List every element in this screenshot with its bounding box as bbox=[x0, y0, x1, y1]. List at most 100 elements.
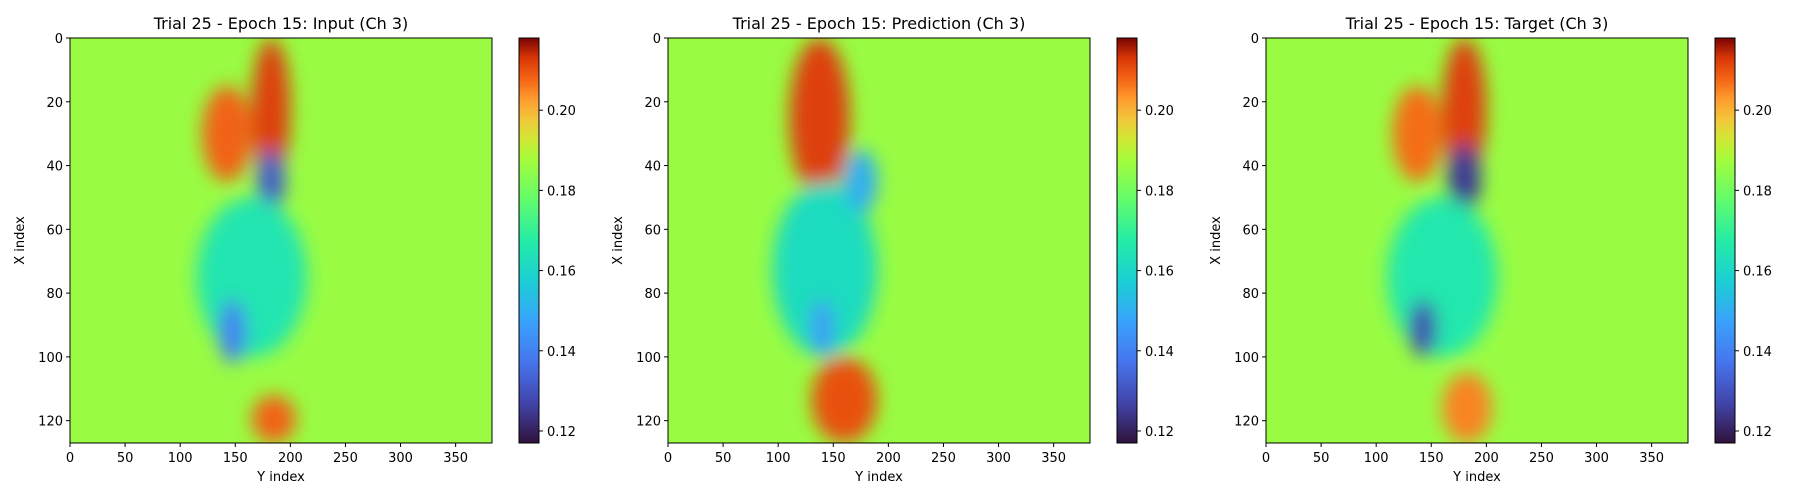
heatmap-feature-1 bbox=[1392, 85, 1443, 182]
x-tick-label: 200 bbox=[876, 451, 901, 466]
plot-frame bbox=[667, 37, 1091, 444]
x-tick-label: 50 bbox=[117, 451, 134, 466]
plot-frame bbox=[1265, 37, 1689, 444]
colorbar-tick-label: 0.12 bbox=[1743, 425, 1772, 440]
y-tick-label: 100 bbox=[38, 351, 63, 366]
colorbar-tick-label: 0.16 bbox=[1145, 265, 1174, 280]
y-tick-label: 0 bbox=[55, 32, 63, 47]
y-tick-label: 0 bbox=[653, 32, 661, 47]
chart-title: Trial 25 - Epoch 15: Target (Ch 3) bbox=[1345, 14, 1609, 33]
heatmap-feature-4 bbox=[1409, 299, 1437, 357]
y-tick-label: 40 bbox=[1242, 160, 1259, 175]
heatmap-feature-3 bbox=[1387, 197, 1498, 357]
y-tick-label: 120 bbox=[1234, 415, 1259, 430]
x-tick-label: 250 bbox=[1529, 451, 1554, 466]
colorbar-tick-label: 0.12 bbox=[1145, 425, 1174, 440]
heatmap-feature-4 bbox=[218, 299, 247, 364]
colorbar-tick-label: 0.20 bbox=[1145, 104, 1174, 119]
heatmap-feature-0 bbox=[789, 38, 850, 198]
x-tick-label: 350 bbox=[1041, 451, 1066, 466]
y-axis-label: X index bbox=[13, 216, 28, 265]
heatmap-feature-3 bbox=[196, 197, 307, 357]
heatmap-background bbox=[668, 38, 1090, 443]
chart-title: Trial 25 - Epoch 15: Input (Ch 3) bbox=[153, 14, 409, 33]
colorbar-tick-label: 0.20 bbox=[547, 104, 576, 119]
y-tick-label: 100 bbox=[636, 351, 661, 366]
x-tick-label: 200 bbox=[278, 451, 303, 466]
heatmap-feature-2 bbox=[772, 181, 878, 357]
x-tick-label: 150 bbox=[223, 451, 248, 466]
colorbar-tick-label: 0.14 bbox=[1743, 345, 1772, 360]
heatmap-feature-2 bbox=[1447, 143, 1481, 214]
x-axis-label: Y index bbox=[1452, 470, 1501, 485]
x-tick-label: 150 bbox=[821, 451, 846, 466]
heatmap-feature-3 bbox=[844, 149, 878, 214]
x-tick-label: 0 bbox=[66, 451, 74, 466]
x-tick-label: 50 bbox=[715, 451, 732, 466]
heatmap-field bbox=[668, 38, 1090, 443]
y-tick-label: 20 bbox=[1242, 96, 1259, 111]
plot-frame bbox=[69, 37, 493, 444]
heatmap-feature-5 bbox=[1442, 372, 1492, 443]
colorbar-tick-label: 0.20 bbox=[1743, 104, 1772, 119]
y-tick-label: 60 bbox=[644, 223, 661, 238]
colorbar-tick-label: 0.16 bbox=[1743, 265, 1772, 280]
y-tick-label: 20 bbox=[644, 96, 661, 111]
colorbar-tick-label: 0.14 bbox=[547, 345, 576, 360]
chart-title: Trial 25 - Epoch 15: Prediction (Ch 3) bbox=[732, 14, 1026, 33]
y-tick-label: 80 bbox=[644, 287, 661, 302]
y-tick-label: 20 bbox=[46, 96, 63, 111]
y-tick-label: 60 bbox=[46, 223, 63, 238]
x-tick-label: 300 bbox=[388, 451, 413, 466]
y-tick-label: 0 bbox=[1251, 32, 1259, 47]
y-tick-label: 120 bbox=[636, 415, 661, 430]
panel-target: Trial 25 - Epoch 15: Target (Ch 3) 0 50 100… bbox=[1209, 14, 1772, 485]
y-tick-label: 60 bbox=[1242, 223, 1259, 238]
y-axis-label: X index bbox=[1209, 216, 1224, 265]
colorbar bbox=[1714, 37, 1736, 444]
heatmap-field bbox=[70, 38, 492, 443]
heatmap-feature-4 bbox=[811, 299, 834, 357]
x-tick-label: 250 bbox=[333, 451, 358, 466]
panel-prediction: Trial 25 - Epoch 15: Prediction (Ch 3) 0 5… bbox=[611, 14, 1174, 485]
y-tick-label: 100 bbox=[1234, 351, 1259, 366]
heatmap-feature-0 bbox=[1442, 38, 1487, 182]
heatmap-feature-1 bbox=[811, 356, 878, 443]
colorbar-tick-label: 0.18 bbox=[1743, 184, 1772, 199]
colorbar-tick-label: 0.12 bbox=[547, 425, 576, 440]
colorbar bbox=[518, 37, 540, 444]
x-tick-label: 250 bbox=[931, 451, 956, 466]
x-tick-label: 50 bbox=[1313, 451, 1330, 466]
heatmap-feature-2 bbox=[257, 149, 285, 214]
y-tick-label: 40 bbox=[644, 160, 661, 175]
x-tick-label: 100 bbox=[766, 451, 791, 466]
x-tick-label: 350 bbox=[443, 451, 468, 466]
x-tick-label: 200 bbox=[1474, 451, 1499, 466]
colorbar-tick-label: 0.16 bbox=[547, 265, 576, 280]
colorbar-tick-label: 0.14 bbox=[1145, 345, 1174, 360]
heatmap-feature-1 bbox=[202, 85, 252, 182]
y-tick-label: 80 bbox=[1242, 287, 1259, 302]
colorbar-tick-label: 0.18 bbox=[547, 184, 576, 199]
x-tick-label: 300 bbox=[986, 451, 1011, 466]
x-axis-label: Y index bbox=[256, 470, 305, 485]
y-axis-label: X index bbox=[611, 216, 626, 265]
y-tick-label: 40 bbox=[46, 160, 63, 175]
colorbar-tick-label: 0.18 bbox=[1145, 184, 1174, 199]
x-tick-label: 300 bbox=[1584, 451, 1609, 466]
colorbar bbox=[1116, 37, 1138, 444]
panel-input: Trial 25 - Epoch 15: Input (Ch 3) 0 50 100 1… bbox=[13, 14, 576, 485]
heatmap-feature-0 bbox=[251, 38, 291, 182]
x-tick-label: 150 bbox=[1419, 451, 1444, 466]
x-tick-label: 100 bbox=[1364, 451, 1389, 466]
x-axis-label: Y index bbox=[854, 470, 903, 485]
heatmap-feature-5 bbox=[251, 395, 296, 443]
x-tick-label: 0 bbox=[1262, 451, 1270, 466]
x-tick-label: 0 bbox=[664, 451, 672, 466]
x-tick-label: 100 bbox=[168, 451, 193, 466]
y-tick-label: 120 bbox=[38, 415, 63, 430]
heatmap-field bbox=[1266, 38, 1688, 443]
y-tick-label: 80 bbox=[46, 287, 63, 302]
x-tick-label: 350 bbox=[1639, 451, 1664, 466]
